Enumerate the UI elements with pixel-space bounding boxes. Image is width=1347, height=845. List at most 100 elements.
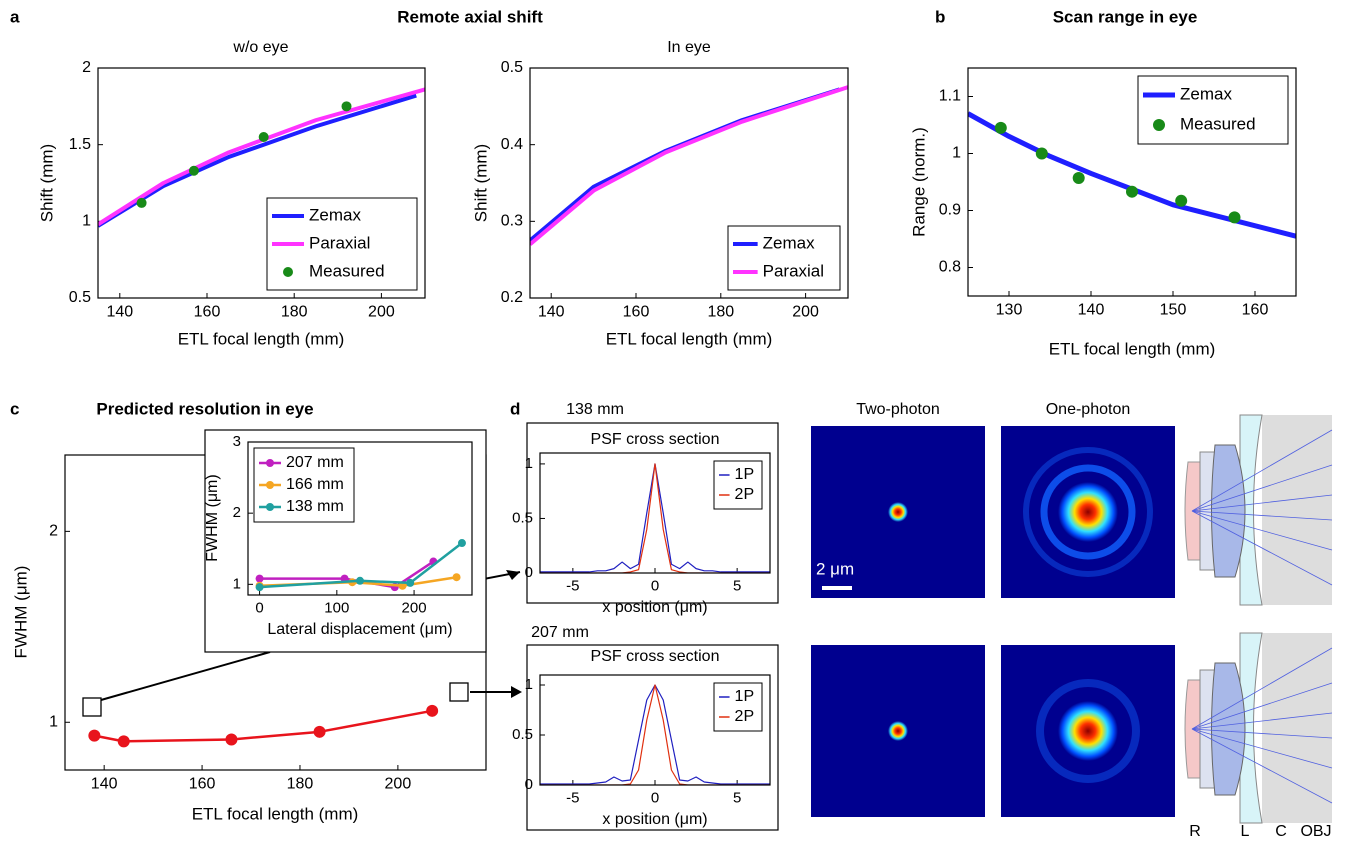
lens-label: R: [1189, 823, 1201, 840]
marker: [255, 583, 264, 592]
y-tick-label: 0: [525, 776, 533, 793]
x-tick-label: 160: [1242, 302, 1269, 319]
legend: [713, 460, 763, 510]
x-axis-label: ETL focal length (mm): [178, 329, 345, 348]
series-line: [540, 463, 770, 573]
x-tick-label: 200: [402, 599, 427, 616]
panel-label: c: [10, 399, 19, 418]
marker: [225, 733, 238, 746]
legend-swatch: [266, 481, 274, 489]
chart-title: Predicted resolution in eye: [96, 399, 313, 418]
y-tick-label: 0.3: [501, 213, 523, 230]
y-tick-label: 1.5: [69, 136, 91, 153]
x-tick-label: 160: [189, 776, 216, 793]
legend-label: Zemax: [763, 233, 815, 252]
x-tick-label: 160: [623, 304, 650, 321]
x-tick-label: 200: [385, 776, 412, 793]
chart-title: PSF cross section: [591, 431, 720, 448]
marker: [406, 578, 415, 587]
y-tick-label: 1.1: [939, 88, 961, 105]
marker: [356, 576, 364, 585]
legend-label: Zemax: [309, 205, 361, 224]
series-line: [94, 709, 433, 743]
x-tick-label: 100: [324, 599, 349, 616]
marker: [117, 735, 130, 748]
ring: [1040, 464, 1136, 560]
legend-swatch: [1153, 119, 1165, 131]
y-tick-label: 0.9: [939, 202, 961, 219]
x-tick-label: 180: [287, 776, 314, 793]
marker: [426, 704, 439, 717]
lens-diagram: [1184, 414, 1333, 606]
highlight-box: [449, 682, 469, 702]
y-tick-label: 1: [233, 575, 241, 592]
x-tick-label: 180: [707, 304, 734, 321]
arrow-head: [506, 570, 520, 580]
series-line: [98, 87, 425, 227]
y-axis-label: Shift (mm): [37, 144, 56, 222]
x-tick-label: 140: [538, 304, 565, 321]
series-line: [540, 684, 770, 785]
y-tick-label: 1: [525, 676, 533, 693]
column-label: Two-photon: [856, 401, 940, 418]
highlight-box: [82, 697, 102, 717]
y-tick-label: 0.4: [501, 136, 523, 153]
y-tick-label: 0.5: [501, 59, 523, 76]
x-tick-label: 150: [1160, 302, 1187, 319]
legend-label: 207 mm: [286, 454, 344, 471]
x-axis-label: Lateral displacement (μm): [267, 621, 452, 638]
ring: [1036, 679, 1140, 783]
plot-frame: [539, 674, 771, 786]
y-tick-label: 0.8: [939, 259, 961, 276]
legend-swatch: [283, 267, 293, 277]
chart: 140 160 180 200 0.5 1 1.5 2 w/o eye ETL focal len…: [37, 39, 426, 348]
objective: [1262, 415, 1332, 605]
heading: Remote axial shift: [397, 7, 543, 26]
series-line: [530, 85, 848, 246]
legend: [1137, 75, 1289, 145]
legend-label: 1P: [735, 466, 755, 483]
y-tick-label: 3: [233, 433, 241, 450]
series-line: [259, 542, 463, 589]
spot: [888, 721, 908, 741]
x-tick-label: -5: [566, 577, 579, 594]
marker: [255, 574, 264, 583]
y-tick-label: 0.5: [512, 509, 533, 526]
chart: 130 140 150 160 0.8 0.9 1 1.1 Scan range in eye E…: [909, 7, 1297, 358]
legend-label: Measured: [1180, 114, 1256, 133]
y-axis-label: FWHM (μm): [204, 474, 221, 561]
marker: [1072, 172, 1085, 185]
series-line: [530, 87, 841, 243]
panel-label: b: [935, 7, 945, 26]
x-tick-label: 160: [194, 304, 221, 321]
x-tick-label: 5: [733, 789, 741, 806]
y-tick-label: 1: [952, 145, 961, 162]
x-tick-label: 140: [91, 776, 118, 793]
chart: 0 100 200 1 2 3 Lateral displacement (μm) FWHM …: [204, 433, 473, 638]
row-label: 138 mm: [566, 401, 624, 418]
marker: [1035, 147, 1048, 160]
y-tick-label: 1: [49, 713, 58, 730]
y-tick-label: 0.5: [69, 289, 91, 306]
panel-label: d: [510, 399, 520, 418]
marker: [1175, 194, 1188, 207]
marker: [88, 729, 101, 742]
y-axis-label: FWHM (μm): [11, 566, 30, 659]
chart-frame: [526, 644, 779, 831]
legend-swatch: [266, 459, 274, 467]
cover: [1239, 414, 1263, 606]
marker: [452, 573, 461, 582]
plot-frame: [529, 67, 849, 299]
x-tick-label: 0: [651, 577, 659, 594]
chart-title: PSF cross section: [591, 648, 720, 665]
x-tick-label: 200: [368, 304, 395, 321]
chart: -5 0 5 0 0.5 1 PSF cross section x position (μm…: [512, 431, 771, 616]
chart: -5 0 5 0 0.5 1 PSF cross section x position (μm…: [512, 648, 771, 828]
y-tick-label: 1: [525, 455, 533, 472]
x-tick-label: 130: [996, 302, 1023, 319]
legend-label: Measured: [309, 261, 385, 280]
chart: 140 160 180 200 0.2 0.3 0.4 0.5 In eye ETL focal …: [471, 39, 849, 348]
lens-label: C: [1275, 823, 1287, 840]
x-tick-label: 0: [651, 789, 659, 806]
spot: [1058, 482, 1118, 542]
